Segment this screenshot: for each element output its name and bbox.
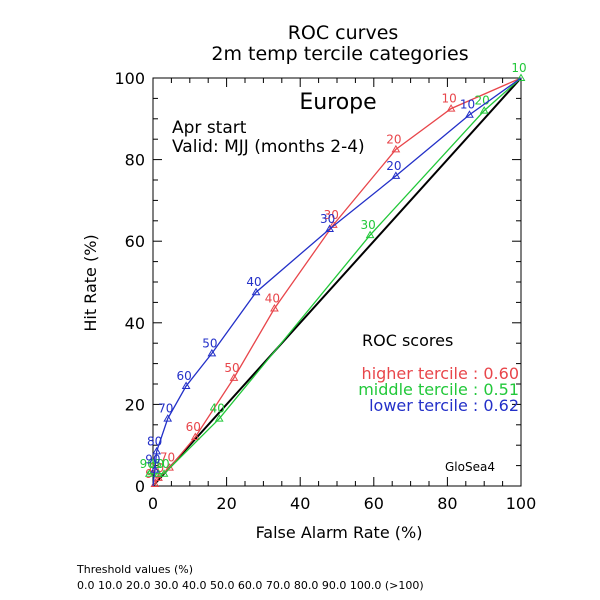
threshold-label: 50 [202,336,217,350]
data-point-marker [391,144,401,153]
y-tick-label: 60 [125,232,145,251]
data-point-marker [465,110,474,118]
data-point-marker [229,373,239,381]
y-axis-label: Hit Rate (%) [81,234,100,331]
threshold-label: 10 [441,92,456,106]
threshold-label: 70 [160,451,175,465]
threshold-label: 20 [386,159,401,173]
score-middle-tercile: middle tercile : 0.51 [358,380,519,399]
data-point-marker [154,473,163,481]
threshold-label: 40 [210,402,225,416]
start-label: Apr start [172,118,247,138]
threshold-label: 70 [158,402,173,416]
threshold-label: 60 [149,457,164,471]
data-point-marker [270,304,279,312]
threshold-label: 40 [265,292,280,306]
x-tick-label: 20 [216,494,236,513]
data-point-marker [159,469,169,477]
threshold-label: 30 [320,212,335,226]
threshold-label: 90 [140,457,155,471]
data-point-marker [181,381,191,390]
threshold-label: 10 [511,61,526,75]
y-tick-label: 100 [114,69,145,88]
data-point-marker [150,465,160,473]
y-tick-label: 0 [135,477,145,496]
threshold-label: 20 [475,94,490,108]
data-point-marker [516,73,526,81]
region-label: Europe [299,90,376,115]
valid-label: Valid: MJJ (months 2-4) [172,137,365,157]
data-point-marker [144,469,154,477]
no-skill-diagonal [152,77,522,487]
x-tick-label: 60 [364,494,384,513]
x-tick-label: 100 [506,494,537,513]
threshold-label: 30 [324,208,339,222]
data-point-marker [190,432,200,441]
threshold-label: 50 [154,457,169,471]
threshold-label: 60 [176,369,191,383]
model-label: GloSea4 [445,460,495,474]
chart-title-line1: ROC curves [288,22,399,44]
data-point-marker [214,414,224,422]
series-layer: 1020304050607080901020304050609010203040… [140,61,527,487]
data-point-marker [251,287,261,296]
chart-title-line2: 2m temp tercile categories [211,43,468,65]
data-point-marker [152,446,162,455]
threshold-values: 0.0 10.0 20.0 30.0 40.0 50.0 60.0 70.0 8… [77,579,424,592]
series-line [152,77,522,487]
data-point-marker [325,224,335,232]
roc-scores-heading: ROC scores [362,331,453,350]
threshold-label: 60 [186,420,201,434]
threshold-label: 50 [224,361,239,375]
data-point-marker [446,104,456,112]
y-tick-label: 40 [125,314,145,333]
data-point-marker [163,414,173,422]
score-higher-tercile: higher tercile : 0.60 [362,364,519,383]
threshold-label: 10 [460,98,475,112]
threshold-label: 90 [145,453,160,467]
x-tick-label: 0 [148,494,158,513]
x-axis-label: False Alarm Rate (%) [256,523,423,542]
threshold-label: 20 [386,132,401,146]
data-point-marker [154,469,163,477]
threshold-label: 30 [360,218,375,232]
y-tick-label: 20 [125,395,145,414]
score-lower-tercile: lower tercile : 0.62 [369,396,519,415]
threshold-label: 80 [149,461,164,475]
x-tick-label: 80 [437,494,457,513]
data-point-marker [479,106,489,114]
data-point-marker [365,230,375,239]
y-tick-label: 80 [125,151,145,170]
data-point-marker [391,171,401,179]
threshold-label: 80 [147,434,162,448]
data-point-marker [207,348,217,357]
threshold-label: 40 [246,275,261,289]
x-tick-label: 40 [290,494,310,513]
threshold-title: Threshold values (%) [76,563,193,576]
